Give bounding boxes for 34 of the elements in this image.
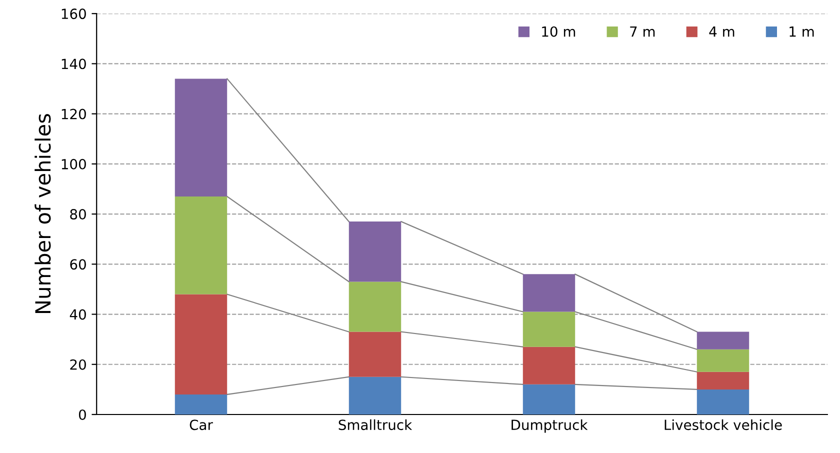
bar [348, 282, 402, 332]
x-tick-label: Livestock vehicle [664, 419, 782, 430]
y-tick-label: 140 [62, 58, 86, 70]
y-tick-label: 120 [62, 108, 86, 120]
y-axis-title: Number of vehicles [34, 114, 51, 314]
bar [522, 384, 576, 414]
bar [174, 394, 228, 414]
bar [174, 294, 228, 394]
bar [174, 196, 228, 294]
legend-label: 1 m [790, 26, 814, 37]
bar [696, 372, 750, 390]
y-tick-label: 80 [70, 209, 86, 220]
legend-label: 4 m [709, 26, 734, 37]
bar [348, 376, 402, 414]
legend-label: 10 m [542, 26, 576, 37]
bar [696, 349, 750, 372]
bar [696, 332, 750, 350]
bar [348, 332, 402, 377]
y-tick-label: 20 [70, 359, 86, 370]
x-tick-label: Car [190, 420, 213, 430]
x-tick-label: Smalltruck [338, 419, 412, 430]
bar [522, 312, 576, 347]
bar [696, 389, 750, 414]
bar [522, 346, 576, 384]
y-tick-label: 160 [62, 8, 86, 20]
bar [522, 274, 576, 312]
bar [348, 222, 402, 282]
y-tick-label: 40 [70, 309, 86, 320]
legend-label: 7 m [630, 26, 655, 37]
x-tick-label: Dumptruck [512, 419, 588, 433]
bar [174, 78, 228, 197]
y-tick-label: 0 [78, 409, 86, 420]
y-tick-label: 60 [70, 259, 86, 270]
y-tick-label: 100 [62, 158, 86, 170]
